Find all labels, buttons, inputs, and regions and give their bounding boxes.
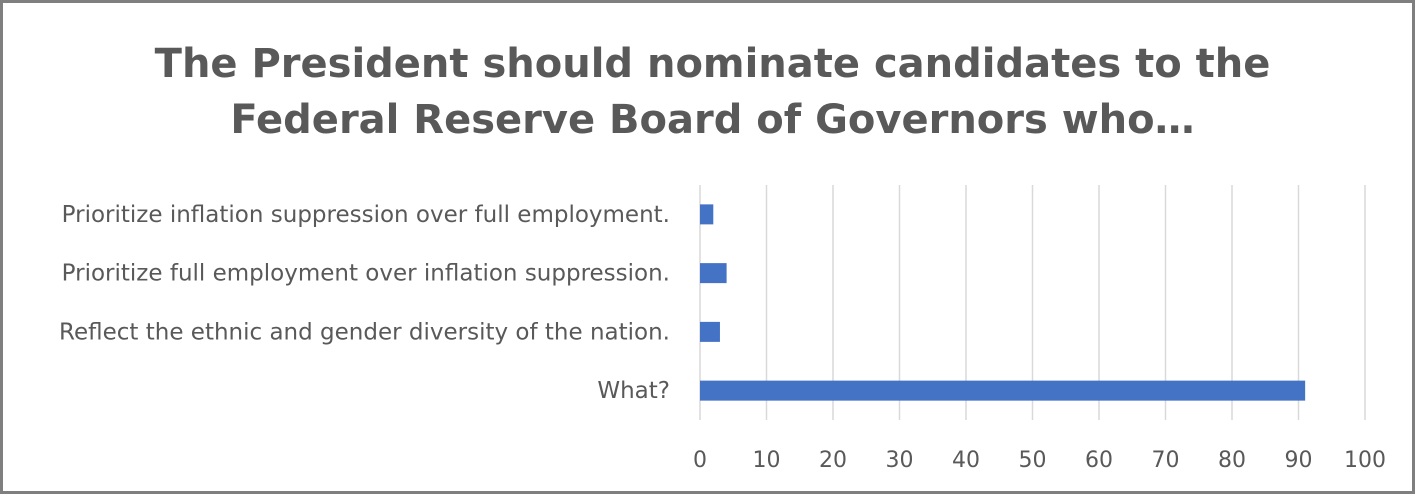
y-tick-label: Prioritize inflation suppression over fu… [62,202,670,228]
x-tick-label: 10 [753,448,781,473]
x-tick-label: 20 [819,448,847,473]
x-tick-label: 40 [952,448,980,473]
chart-title: The President should nominate candidates… [154,41,1271,143]
y-tick-label: Prioritize full employment over inflatio… [62,261,670,287]
x-tick-label: 100 [1344,448,1386,473]
x-tick-label: 60 [1085,448,1113,473]
y-tick-label: Reflect the ethnic and gender diversity … [59,319,670,345]
bar [700,380,1306,401]
bar [700,321,720,342]
x-tick-label: 80 [1218,448,1246,473]
bar [700,204,714,225]
x-tick-label: 70 [1152,448,1180,473]
x-tick-label: 50 [1019,448,1047,473]
y-tick-label: What? [597,378,670,404]
x-tick-label: 0 [693,448,707,473]
x-tick-label: 30 [886,448,914,473]
x-tick-label: 90 [1285,448,1313,473]
bar [700,263,727,284]
